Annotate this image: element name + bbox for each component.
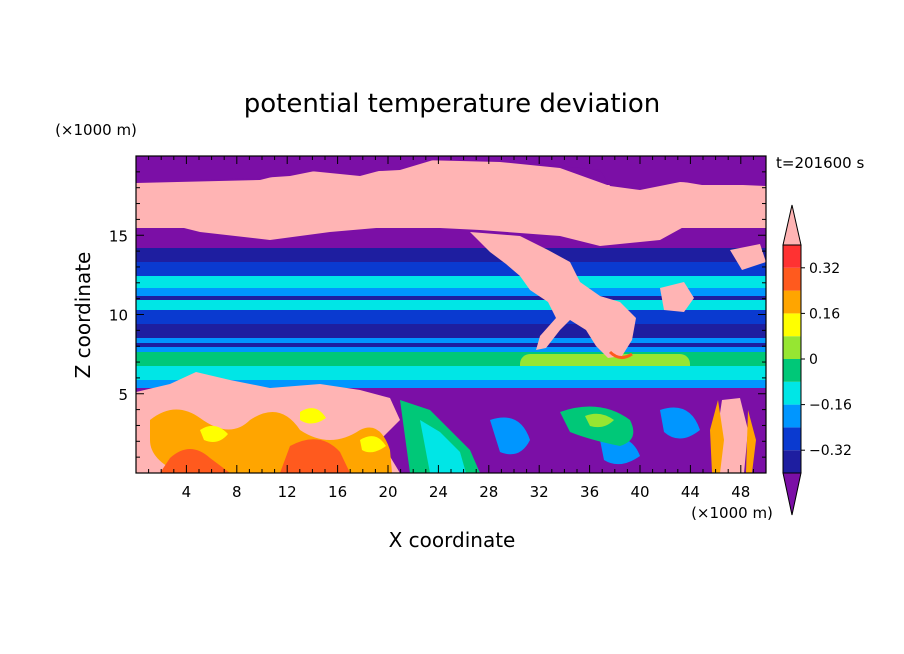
y-unit-label: (×1000 m) xyxy=(55,121,137,139)
colorbar-band xyxy=(783,404,801,428)
colorbar-tick-label: 0.16 xyxy=(809,306,840,322)
colorbar-tick-label: 0.32 xyxy=(809,261,840,277)
cyan-plume xyxy=(420,420,466,473)
layer-cyan-1 xyxy=(136,276,766,288)
y-tick-label: 5 xyxy=(118,386,128,404)
chart-title: potential temperature deviation xyxy=(244,89,660,119)
colorbar-band xyxy=(783,381,801,405)
colorbar-band xyxy=(783,427,801,451)
layer-navy-2 xyxy=(136,324,766,338)
y-axis: 5 10 15 xyxy=(109,171,766,458)
x-tick-label: 12 xyxy=(278,483,297,501)
pink-plume-edge xyxy=(608,350,633,359)
x-tick-label: 44 xyxy=(681,483,700,501)
x-tick-label: 24 xyxy=(429,483,448,501)
y-axis-label: Z coordinate xyxy=(71,252,95,379)
colorbar-tick-label: 0 xyxy=(809,352,818,368)
x-unit-label: (×1000 m) xyxy=(691,504,773,522)
x-tick-label: 20 xyxy=(378,483,397,501)
red-eddies xyxy=(160,439,350,473)
colorbar-tick-label: −0.32 xyxy=(809,443,852,459)
colorbar: 0.32 0.16 0 −0.16 −0.32 xyxy=(782,204,852,516)
layer-lightblue-3 xyxy=(136,380,766,388)
x-axis: 4 8 12 16 20 24 28 32 36 40 44 48 xyxy=(148,156,754,501)
x-tick-label: 16 xyxy=(328,483,347,501)
x-tick-label: 4 xyxy=(182,483,192,501)
layer-blue-2 xyxy=(136,310,766,324)
pink-patch-upper-right xyxy=(730,244,766,270)
pink-column-right xyxy=(716,398,748,473)
pink-patch-right xyxy=(660,282,694,312)
colorbar-extend-high xyxy=(782,204,802,246)
pink-upper-cloud xyxy=(136,160,766,246)
x-tick-label: 48 xyxy=(731,483,750,501)
colorbar-band xyxy=(783,313,801,337)
navy-streak xyxy=(136,296,766,300)
x-tick-label: 8 xyxy=(232,483,242,501)
x-tick-label: 36 xyxy=(580,483,599,501)
colorbar-band xyxy=(783,290,801,314)
y-tick-label: 15 xyxy=(109,227,128,245)
layer-blue-1 xyxy=(136,262,766,276)
colorbar-band xyxy=(783,336,801,359)
yellow-eddies xyxy=(200,408,386,453)
x-tick-label: 32 xyxy=(530,483,549,501)
pink-plume xyxy=(470,232,636,358)
time-label: t=201600 s xyxy=(776,154,864,172)
orange-column-right xyxy=(710,400,756,473)
blue-swirls xyxy=(490,407,700,465)
colorbar-band xyxy=(783,450,801,473)
purple-top-cap xyxy=(136,156,766,190)
colorbar-band xyxy=(783,245,801,268)
colorbar-tick-label: −0.16 xyxy=(809,398,852,414)
colorbar-band xyxy=(783,267,801,291)
colorbar-band xyxy=(783,359,801,382)
contour-field xyxy=(136,156,766,473)
x-tick-label: 28 xyxy=(479,483,498,501)
x-axis-label: X coordinate xyxy=(389,528,516,552)
layer-cyan-3 xyxy=(136,366,766,380)
layer-cyan-2 xyxy=(136,300,766,310)
y-tick-label: 10 xyxy=(109,307,128,325)
navy-streak xyxy=(136,343,766,347)
x-tick-label: 40 xyxy=(630,483,649,501)
colorbar-extend-low xyxy=(782,472,802,516)
yellow-swirl xyxy=(585,413,614,428)
